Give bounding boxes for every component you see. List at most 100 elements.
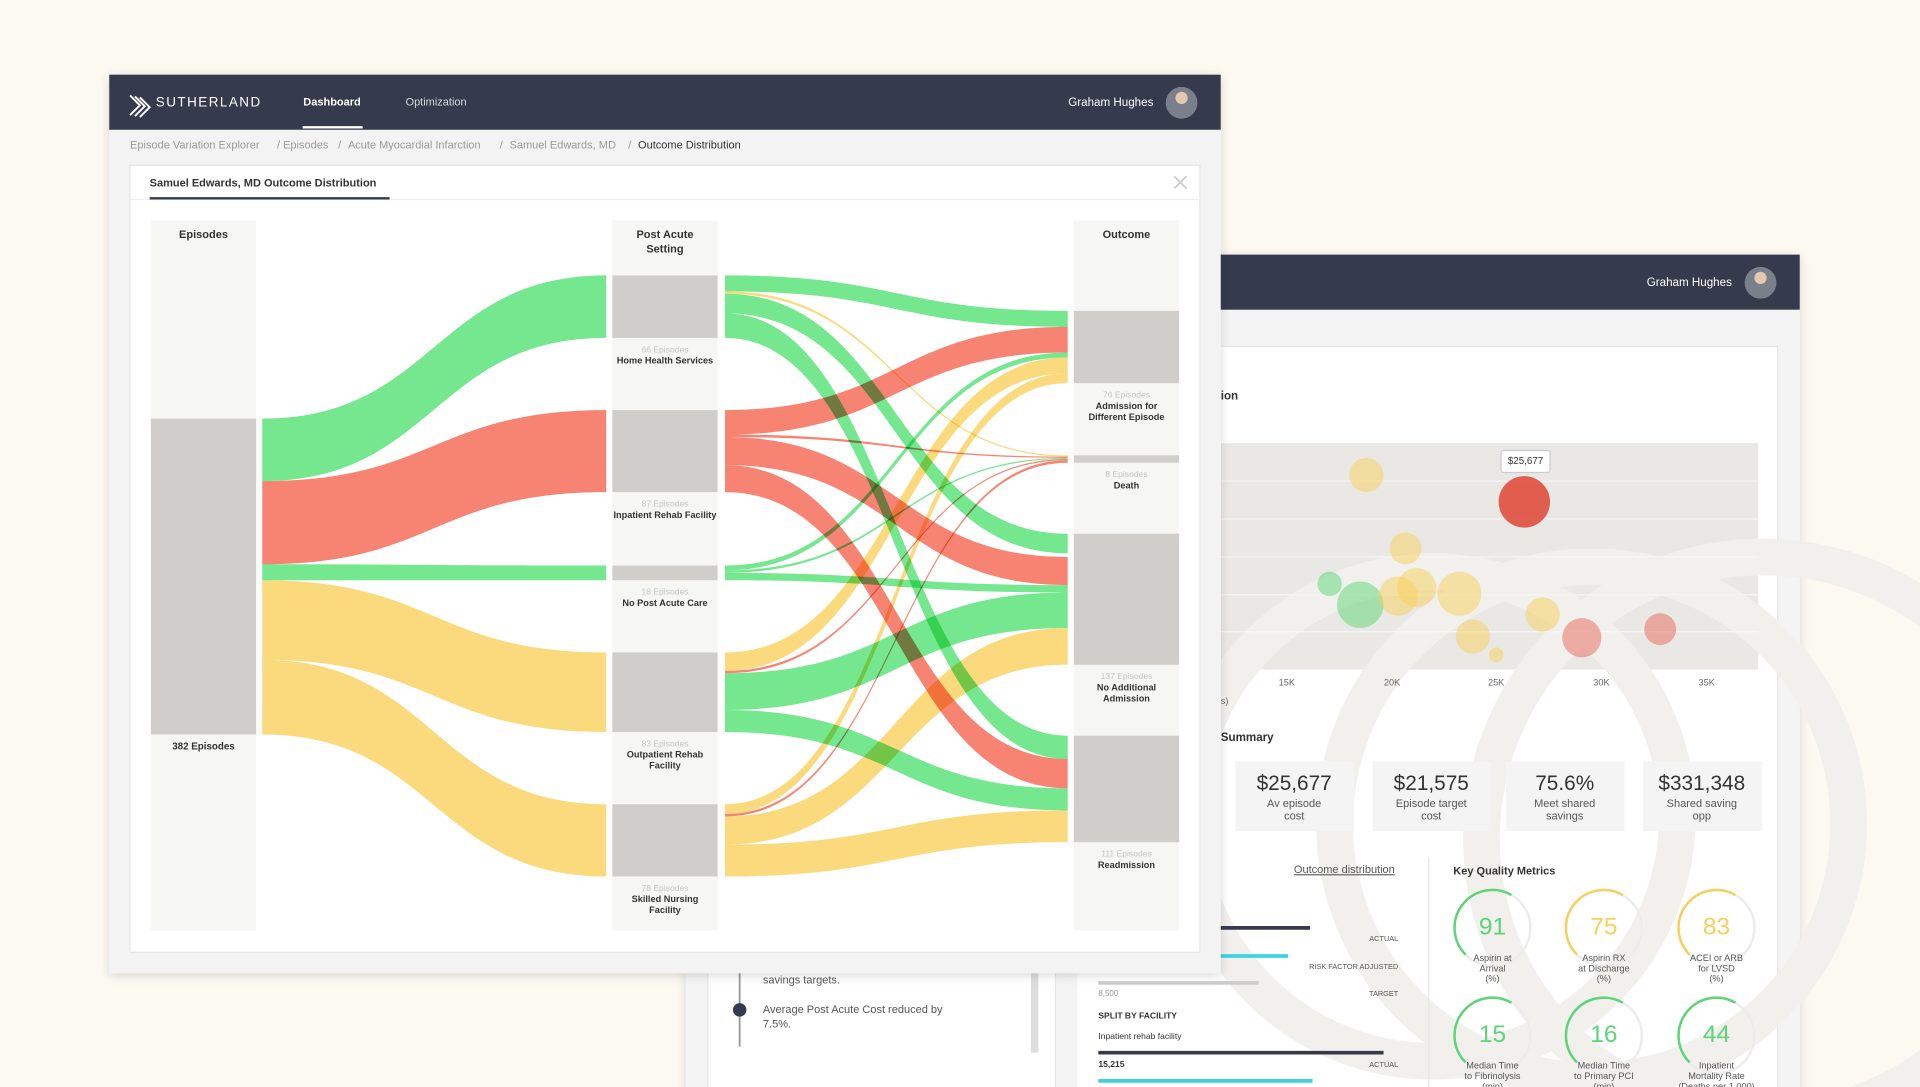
x-tick-label: 30K [1593, 677, 1610, 687]
bubble [1397, 567, 1437, 608]
summary-card [1643, 761, 1762, 832]
sankey-node [612, 565, 718, 581]
sankey-node [612, 275, 718, 338]
x-tick-label: 35K [1699, 677, 1716, 687]
section-title: ion [1221, 390, 1238, 403]
sankey-flow [724, 357, 1068, 671]
breadcrumb-separator: / [277, 140, 281, 152]
user-name: Graham Hughes [1647, 276, 1732, 289]
gauge-label: Aspirin at [1473, 953, 1512, 963]
bar-label: ACTUAL [1369, 1060, 1398, 1069]
scrollbar [1030, 973, 1039, 1053]
sankey-flow [724, 627, 1068, 845]
gauge-value: 75 [1590, 913, 1617, 940]
column-title: Setting [646, 244, 683, 256]
card-label: Av episode [1267, 798, 1321, 810]
sankey-node [612, 652, 718, 733]
x-tick-label: 20K [1384, 677, 1401, 687]
timeline-text: 7.5%. [763, 1018, 791, 1030]
node-count: 8 Episodes [1105, 469, 1147, 479]
gauge-label: (%) [1485, 974, 1499, 984]
sankey-flow [724, 326, 1068, 435]
card-value: 75.6% [1535, 772, 1594, 795]
gauge-value: 15 [1479, 1021, 1506, 1048]
sankey-flow [724, 460, 1068, 817]
bubble [1437, 571, 1482, 616]
summary-card [1505, 761, 1625, 832]
breadcrumb-item[interactable]: Episodes [283, 140, 329, 152]
breadcrumb-item[interactable]: Episode Variation Explorer [130, 140, 260, 152]
node-count: 83 Episodes [641, 739, 688, 749]
sankey-node [1073, 735, 1180, 843]
sankey-flow [724, 293, 1068, 554]
card-value: $25,677 [1257, 772, 1332, 795]
summary-title: Summary [1221, 731, 1274, 744]
sankey-flow [724, 709, 1068, 811]
plot-arc [1463, 538, 1920, 1087]
card-label: opp [1693, 810, 1711, 822]
sankey-flow [724, 313, 1068, 759]
bar-value: 15,215 [1098, 1059, 1124, 1069]
logo-stripe [129, 94, 142, 116]
node-label: Different Episode [1089, 412, 1165, 422]
node-label: Facility [649, 761, 682, 771]
bubble [1455, 619, 1491, 654]
outcome-link[interactable]: Outcome distribution [1294, 864, 1395, 876]
sankey-flow [724, 352, 1068, 571]
tooltip-text: $25,677 [1508, 456, 1543, 467]
card-label: cost [1421, 810, 1441, 822]
sankey-flow [262, 659, 607, 877]
sankey-node [150, 418, 257, 735]
gauge-label: (min) [1593, 1081, 1614, 1087]
nav-item[interactable]: Optimization [406, 97, 467, 109]
summary-card [1235, 761, 1355, 832]
logo-stripe [134, 95, 147, 117]
summary-card [1372, 761, 1492, 832]
brand: SUTHERLAND [156, 94, 262, 109]
gauge-label: Median Time [1578, 1061, 1631, 1071]
sankey-node [612, 410, 718, 493]
axis-fragment: s) [1221, 696, 1229, 706]
logo-stripe [139, 96, 152, 118]
sankey-flow [262, 580, 607, 733]
gauge-arc [1564, 888, 1624, 956]
sankey-flow [262, 410, 607, 565]
close-icon[interactable] [1173, 175, 1188, 190]
bubble [1389, 532, 1422, 565]
gauge-label: Median Time [1466, 1061, 1519, 1071]
gauge-arc [1453, 996, 1513, 1064]
header [109, 74, 1221, 130]
gauge-arc [1677, 996, 1737, 1064]
timeline-dot [732, 1003, 747, 1017]
node-label: Readmission [1098, 860, 1155, 870]
gauge-arc [1564, 996, 1624, 1064]
card-label: Meet shared [1534, 798, 1595, 810]
bubble [1562, 618, 1602, 658]
bar-label: RISK FACTOR ADJUSTED [1309, 962, 1398, 971]
nav-item[interactable]: Dashboard [303, 97, 360, 109]
gauge-value: 83 [1703, 913, 1730, 940]
breadcrumb-item[interactable]: Acute Myocardial Infarction [348, 140, 481, 152]
gauge-label: to Primary PCI [1574, 1071, 1634, 1081]
sankey-node [1073, 533, 1180, 665]
node-count: 76 Episodes [1103, 390, 1150, 400]
node-count: 66 Episodes [641, 344, 688, 354]
bar-value: 8,500 [1098, 989, 1118, 998]
column-title: Post Acute [636, 229, 693, 241]
node-label: Inpatient Rehab Facility [614, 510, 718, 520]
card-value: $21,575 [1394, 772, 1469, 795]
breadcrumb-separator: / [628, 140, 632, 152]
node-count: 382 Episodes [172, 741, 235, 752]
breadcrumb-separator: / [500, 140, 504, 152]
gauge-label: Mortality Rate [1688, 1071, 1745, 1081]
gauge-value: 44 [1703, 1021, 1730, 1048]
column-title: Episodes [179, 229, 228, 241]
gauge-arc [1677, 888, 1737, 956]
card-label: Shared saving [1667, 798, 1737, 810]
breadcrumb-item[interactable]: Samuel Edwards, MD [510, 140, 616, 152]
front-window: SUTHERLAND Dashboard Optimization Graham Hu… [109, 74, 1221, 974]
bubble-selected[interactable] [1498, 476, 1551, 528]
panel-title: Samuel Edwards, MD Outcome Distribution [150, 178, 377, 190]
sankey-flow [724, 572, 1068, 593]
bubble [1349, 457, 1384, 493]
